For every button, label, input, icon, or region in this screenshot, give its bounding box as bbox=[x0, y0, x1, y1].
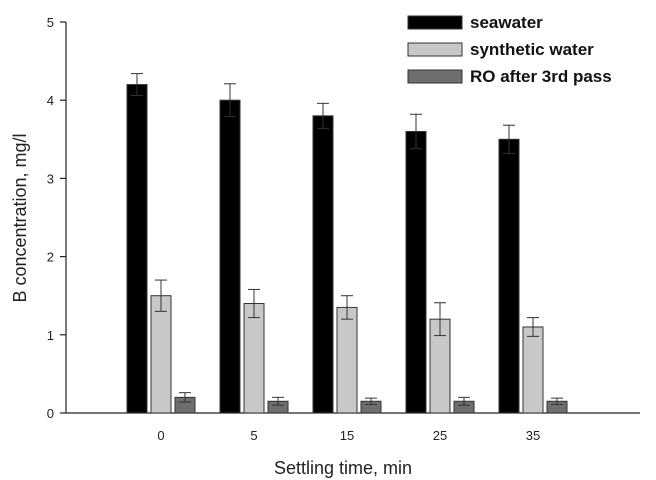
y-ticks: 0 1 2 3 4 5 bbox=[47, 15, 66, 421]
error-bar bbox=[248, 288, 260, 319]
bar-synthetic-water bbox=[243, 303, 265, 414]
legend: seawater synthetic water RO after 3rd pass bbox=[407, 13, 612, 86]
legend-label: synthetic water bbox=[470, 40, 594, 59]
bar-seawater bbox=[498, 138, 520, 414]
error-bar bbox=[365, 397, 377, 405]
x-tick-label: 35 bbox=[526, 428, 540, 443]
bars bbox=[126, 84, 568, 414]
error-bar bbox=[434, 302, 446, 337]
y-tick-label: 1 bbox=[47, 328, 54, 343]
bar-synthetic-water bbox=[336, 306, 358, 414]
legend-swatch bbox=[407, 69, 463, 84]
x-tick-label: 0 bbox=[157, 428, 164, 443]
error-bar bbox=[410, 113, 422, 150]
x-tick-label: 25 bbox=[433, 428, 447, 443]
bar-synthetic-water bbox=[522, 326, 544, 414]
legend-swatch bbox=[407, 15, 463, 30]
legend-swatch bbox=[407, 42, 463, 57]
bar-seawater bbox=[312, 115, 334, 414]
x-ticks: 0 5 15 25 35 bbox=[157, 428, 540, 443]
error-bar bbox=[551, 397, 563, 405]
error-bar bbox=[317, 102, 329, 129]
bar-seawater bbox=[405, 130, 427, 414]
legend-label: seawater bbox=[470, 13, 543, 32]
bar-synthetic-water bbox=[150, 295, 172, 414]
error-bar bbox=[458, 396, 470, 406]
y-tick-label: 0 bbox=[47, 406, 54, 421]
y-tick-label: 3 bbox=[47, 171, 54, 186]
y-tick-label: 4 bbox=[47, 93, 54, 108]
legend-label: RO after 3rd pass bbox=[470, 67, 612, 86]
error-bar bbox=[224, 83, 236, 118]
error-bar bbox=[527, 317, 539, 337]
x-tick-label: 5 bbox=[250, 428, 257, 443]
y-tick-label: 2 bbox=[47, 250, 54, 265]
x-tick-label: 15 bbox=[340, 428, 354, 443]
error-bars bbox=[131, 73, 563, 406]
error-bar bbox=[272, 396, 284, 406]
y-axis-title: B concentration, mg/l bbox=[10, 133, 30, 302]
error-bar bbox=[131, 73, 143, 97]
bar-seawater bbox=[219, 99, 241, 414]
error-bar bbox=[179, 392, 191, 403]
y-tick-label: 5 bbox=[47, 15, 54, 30]
bar-seawater bbox=[126, 84, 148, 414]
x-axis-title: Settling time, min bbox=[274, 458, 412, 478]
error-bar bbox=[341, 295, 353, 320]
error-bar bbox=[155, 279, 167, 312]
error-bar bbox=[503, 124, 515, 154]
